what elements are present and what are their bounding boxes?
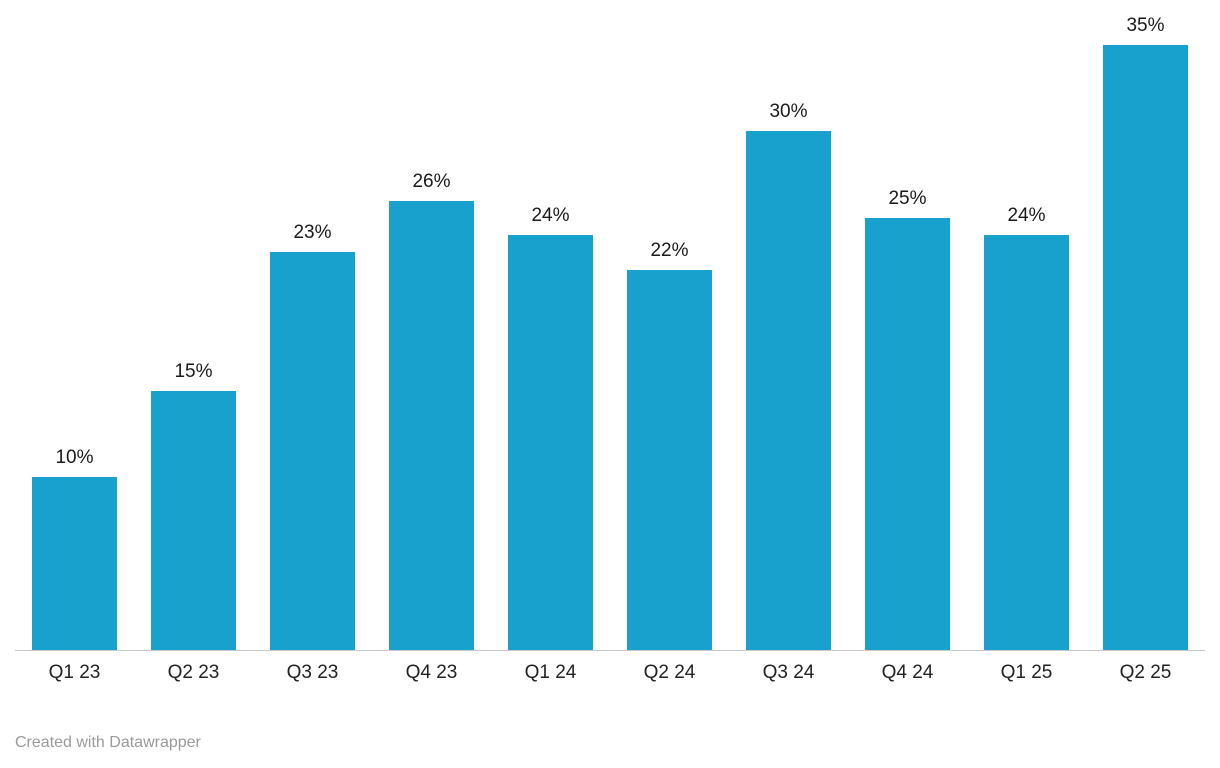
bar-value-label: 23%	[293, 222, 332, 243]
bar-column: 10%	[15, 0, 134, 650]
x-axis-label: Q3 24	[762, 662, 815, 683]
bar-value-label: 26%	[412, 171, 451, 192]
x-axis-label: Q1 24	[524, 662, 577, 683]
bar-value-label: 24%	[1007, 205, 1046, 226]
plot-area: 10% 15% 23% 26% 24% 22% 30% 25% 24% 35%	[15, 0, 1205, 651]
bar[interactable]	[745, 131, 832, 650]
bar-column: 23%	[253, 0, 372, 650]
bar[interactable]	[983, 235, 1070, 650]
bar[interactable]	[150, 391, 237, 650]
x-axis-label: Q4 23	[405, 662, 458, 683]
credit-text: Created with Datawrapper	[15, 734, 201, 751]
bar-chart: 10% 15% 23% 26% 24% 22% 30% 25% 24% 35% Q1 23 Q2 2…	[15, 0, 1205, 768]
bar-column: 22%	[610, 0, 729, 650]
bar-column: 35%	[1086, 0, 1205, 650]
bar[interactable]	[269, 252, 356, 650]
bar-value-label: 24%	[531, 205, 570, 226]
bar-column: 25%	[848, 0, 967, 650]
bar-column: 30%	[729, 0, 848, 650]
x-axis-label: Q3 23	[286, 662, 339, 683]
bar-column: 15%	[134, 0, 253, 650]
bar-value-label: 25%	[888, 188, 927, 209]
bar[interactable]	[864, 218, 951, 650]
bar-value-label: 22%	[650, 240, 689, 261]
x-axis-label: Q4 24	[881, 662, 934, 683]
bar-value-label: 30%	[769, 101, 808, 122]
x-axis-label: Q2 25	[1119, 662, 1172, 683]
x-axis-label: Q1 23	[48, 662, 101, 683]
bar[interactable]	[507, 235, 594, 650]
x-axis-label: Q2 24	[643, 662, 696, 683]
bar[interactable]	[31, 477, 118, 650]
bar-value-label: 15%	[174, 361, 213, 382]
bar[interactable]	[626, 270, 713, 650]
bar-column: 26%	[372, 0, 491, 650]
bar-value-label: 35%	[1126, 15, 1165, 36]
bar-value-label: 10%	[55, 447, 94, 468]
bar[interactable]	[1102, 45, 1189, 650]
x-axis-label: Q2 23	[167, 662, 220, 683]
bar[interactable]	[388, 201, 475, 650]
x-axis: Q1 23 Q2 23 Q3 23 Q4 23 Q1 24 Q2 24 Q3 24 Q4 24…	[15, 651, 1205, 684]
bar-column: 24%	[491, 0, 610, 650]
x-axis-label: Q1 25	[1000, 662, 1053, 683]
bar-column: 24%	[967, 0, 1086, 650]
